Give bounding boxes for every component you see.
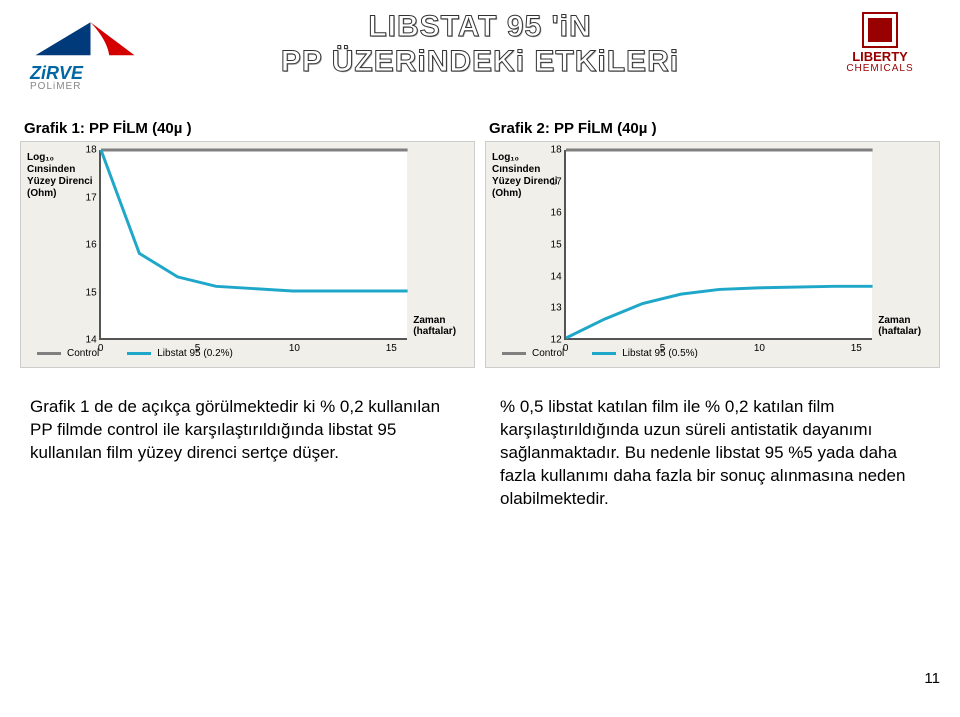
legend-item: Libstat 95 (0.2%) (127, 348, 233, 359)
logo-liberty: LIBERTY CHEMICALS (825, 12, 935, 74)
logo-zirve: ZiRVE POLiMER (30, 20, 140, 92)
series-line (101, 150, 408, 291)
legend-swatch (37, 352, 61, 355)
ytick: 17 (79, 192, 97, 203)
legend-label: Control (532, 348, 564, 359)
title-line2: PP ÜZERiNDEKi ETKiLERi (281, 45, 679, 78)
chart-1-title: Grafik 1: PP FİLM (40µ ) (20, 120, 475, 137)
charts-row: Grafik 1: PP FİLM (40µ ) Log₁₀CınsindenY… (0, 120, 960, 368)
body-text-row: Grafik 1 de de açıkça görülmektedir ki %… (0, 368, 960, 511)
header: ZiRVE POLiMER LIBSTAT 95 'iN PP ÜZERiNDE… (0, 0, 960, 110)
xtick: 5 (660, 343, 666, 354)
legend-swatch (127, 352, 151, 355)
legend-item: Control (502, 348, 564, 359)
logo-right-sub: CHEMICALS (825, 63, 935, 74)
page-number: 11 (924, 670, 940, 687)
ytick: 16 (79, 240, 97, 251)
xtick: 0 (98, 343, 104, 354)
xtick: 15 (851, 343, 862, 354)
ytick: 18 (544, 145, 562, 156)
ytick: 15 (544, 240, 562, 251)
chart-2-wrap: Log₁₀CınsindenYüzey Direnci(Ohm) 1213141… (485, 141, 940, 368)
xtick: 15 (386, 343, 397, 354)
chart-1: Grafik 1: PP FİLM (40µ ) Log₁₀CınsindenY… (20, 120, 475, 368)
chart-1-xlabel: Zaman(haftalar) (413, 315, 468, 340)
legend-swatch (502, 352, 526, 355)
logo-right-name: LIBERTY (825, 50, 935, 63)
ytick: 14 (544, 271, 562, 282)
paragraph-left: Grafik 1 de de açıkça görülmektedir ki %… (30, 396, 460, 511)
logo-left-name: ZiRVE (30, 65, 140, 81)
ytick: 14 (79, 335, 97, 346)
chart-1-plot: 1415161718051015 (99, 150, 408, 340)
xtick: 10 (754, 343, 765, 354)
page-title: LIBSTAT 95 'iN PP ÜZERiNDEKi ETKiLERi (0, 0, 960, 79)
ytick: 15 (79, 287, 97, 298)
liberty-icon (862, 12, 898, 48)
legend-swatch (592, 352, 616, 355)
xtick: 5 (195, 343, 201, 354)
title-line1: LIBSTAT 95 'iN (368, 10, 591, 43)
ytick: 17 (544, 176, 562, 187)
ytick: 18 (79, 145, 97, 156)
ytick: 13 (544, 303, 562, 314)
ytick: 12 (544, 335, 562, 346)
paragraph-right: % 0,5 libstat katılan film ile % 0,2 kat… (500, 396, 930, 511)
chart-1-wrap: Log₁₀CınsindenYüzey Direnci(Ohm) 1415161… (20, 141, 475, 368)
ytick: 16 (544, 208, 562, 219)
legend-item: Control (37, 348, 99, 359)
chart-2-title: Grafik 2: PP FİLM (40µ ) (485, 120, 940, 137)
logo-left-sub: POLiMER (30, 81, 140, 92)
xtick: 10 (289, 343, 300, 354)
chart-2: Grafik 2: PP FİLM (40µ ) Log₁₀CınsindenY… (485, 120, 940, 368)
legend-label: Control (67, 348, 99, 359)
legend-item: Libstat 95 (0.5%) (592, 348, 698, 359)
xtick: 0 (563, 343, 569, 354)
chart-2-plot: 12131415161718051015 (564, 150, 873, 340)
chart-2-xlabel: Zaman(haftalar) (878, 315, 933, 340)
series-line (566, 286, 873, 338)
